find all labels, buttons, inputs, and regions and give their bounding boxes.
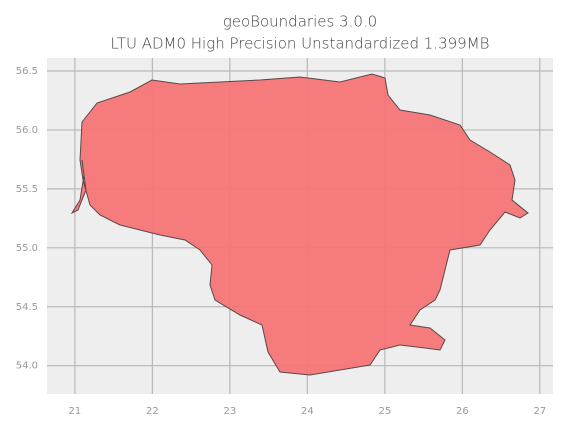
x-tick-label: 21 (69, 406, 82, 417)
x-tick-label: 23 (224, 406, 237, 417)
x-tick-label: 27 (533, 406, 546, 417)
country-shape (70, 73, 529, 376)
y-tick-label: 54.5 (16, 302, 38, 313)
y-tick-label: 56.5 (16, 66, 38, 77)
y-tick-label: 54.0 (16, 361, 38, 372)
x-tick-label: 25 (378, 406, 391, 417)
x-tick-label: 22 (146, 406, 159, 417)
x-tick-label: 24 (301, 406, 314, 417)
y-tick-label: 56.0 (16, 125, 38, 136)
y-tick-label: 55.5 (16, 184, 38, 195)
y-tick-label: 55.0 (16, 243, 38, 254)
chart-subtitle: LTU ADM0 High Precision Unstandardized 1… (111, 35, 490, 53)
x-tick-label: 26 (456, 406, 469, 417)
chart-title: geoBoundaries 3.0.0 (223, 13, 377, 31)
